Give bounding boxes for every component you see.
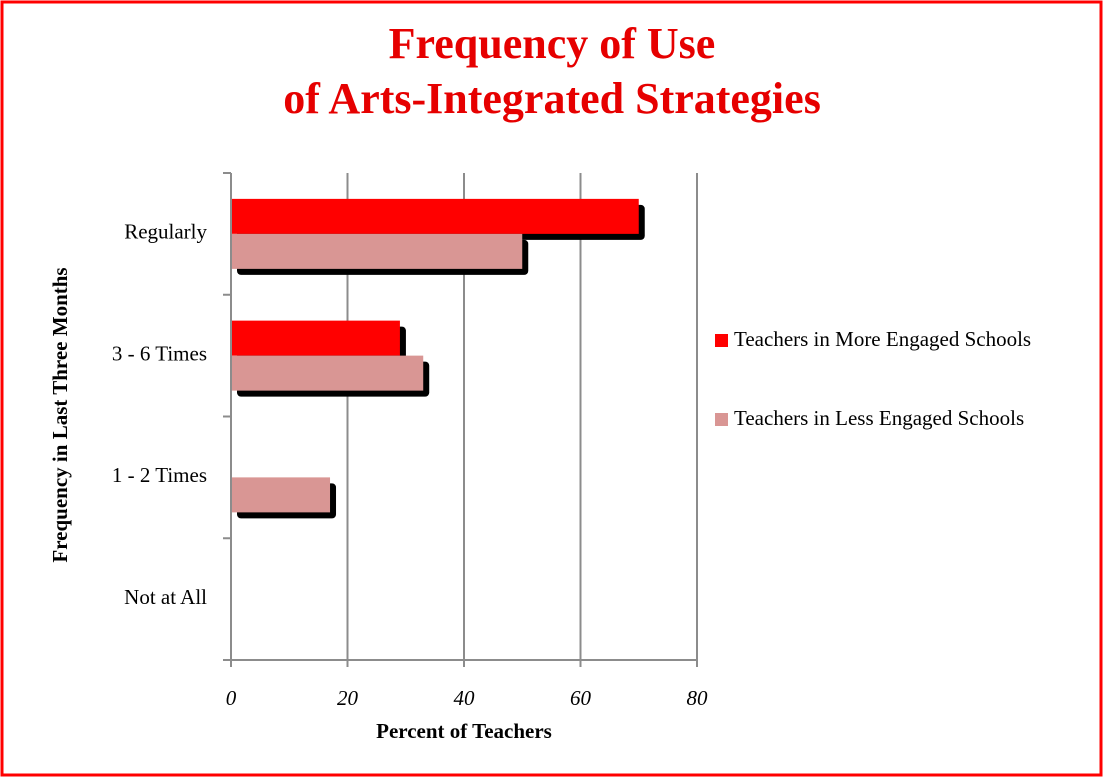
x-tick-label: 40 xyxy=(454,686,476,710)
x-tick-label: 60 xyxy=(570,686,592,710)
bar xyxy=(231,477,331,513)
legend-entry: Teachers in More Engaged Schools xyxy=(715,323,1035,355)
legend-swatch xyxy=(715,334,728,347)
bars xyxy=(231,198,639,513)
legend-label: Teachers in Less Engaged Schools xyxy=(734,406,1025,430)
x-tick-label: 0 xyxy=(226,686,237,710)
chart-title: Frequency of Use xyxy=(389,19,716,68)
y-tick-label: 3 - 6 Times xyxy=(112,341,207,365)
x-axis-title: Percent of Teachers xyxy=(376,719,552,743)
y-axis-title: Frequency in Last Three Months xyxy=(48,267,72,562)
y-tick-label: 1 - 2 Times xyxy=(112,463,207,487)
legend-swatch xyxy=(715,413,728,426)
bar xyxy=(231,320,400,356)
legend-label: Teachers in More Engaged Schools xyxy=(734,327,1032,351)
chart-title: of Arts-Integrated Strategies xyxy=(283,74,821,123)
bar xyxy=(231,233,523,269)
legend-entry: Teachers in Less Engaged Schools xyxy=(715,402,1035,434)
legend: Teachers in More Engaged Schools Teachers… xyxy=(715,323,1035,481)
bar xyxy=(231,355,424,391)
bar xyxy=(231,198,639,234)
x-tick-label: 80 xyxy=(687,686,709,710)
x-tick-label: 20 xyxy=(337,686,359,710)
y-tick-label: Not at All xyxy=(124,585,207,609)
y-tick-label: Regularly xyxy=(124,220,207,244)
